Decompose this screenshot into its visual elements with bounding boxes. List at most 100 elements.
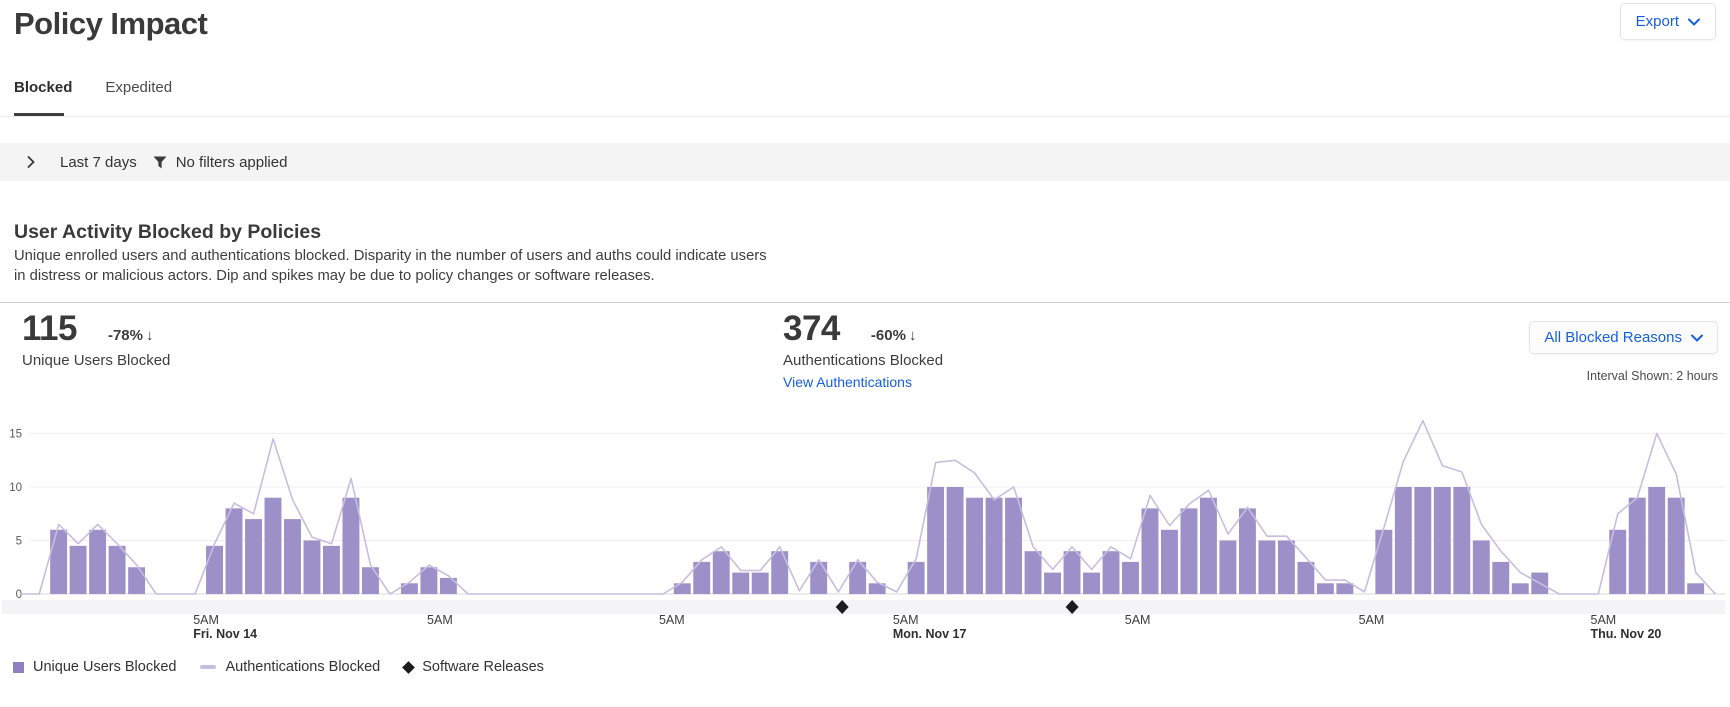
software-release-marker-icon[interactable] [835,600,849,614]
users-blocked-bar[interactable] [361,567,379,594]
users-blocked-bar[interactable] [1394,487,1412,594]
chevron-down-icon [1688,18,1700,26]
section-description: Unique enrolled users and authentication… [14,248,767,284]
users-blocked-bar[interactable] [673,583,691,594]
users-blocked-bar[interactable] [303,540,321,595]
legend-item-unique-users: Unique Users Blocked [13,659,176,675]
bar-swatch-icon [13,661,24,673]
users-blocked-bar[interactable] [323,545,340,594]
users-blocked-bar[interactable] [128,567,146,594]
x-tick-label: 5AM [659,613,685,627]
users-blocked-bar[interactable] [284,519,301,594]
users-blocked-bar[interactable] [50,529,68,594]
metric-delta: -78% ↓ [107,327,154,344]
users-blocked-bar[interactable] [927,487,945,594]
users-blocked-bar[interactable] [400,583,418,594]
users-blocked-bar[interactable] [1414,487,1432,594]
users-blocked-bar[interactable] [1161,529,1178,594]
page-title: Policy Impact [14,6,208,41]
tab-blocked[interactable]: Blocked [14,79,73,96]
users-blocked-bar[interactable] [712,551,730,594]
users-blocked-bar[interactable] [342,497,360,594]
users-blocked-bar[interactable] [1219,540,1237,595]
metric-delta: -60% ↓ [870,327,917,344]
x-tick-label: 5AM [193,613,219,627]
tab-expedited[interactable]: Expedited [105,79,173,96]
export-button[interactable]: Export [1619,3,1716,40]
users-blocked-bar[interactable] [1063,551,1081,594]
x-tick-label: 5AM [1125,613,1151,627]
users-blocked-bar[interactable] [1005,497,1023,594]
interval-shown-label: Interval Shown: 2 hours [1586,369,1718,383]
users-blocked-bar[interactable] [1609,529,1627,594]
users-blocked-bar[interactable] [751,572,769,594]
users-blocked-bar[interactable] [1083,572,1100,594]
blocked-reasons-dropdown[interactable]: All Blocked Reasons [1529,321,1718,354]
users-blocked-bar[interactable] [206,545,223,594]
filter-funnel-icon [153,156,167,169]
users-blocked-bar[interactable] [810,561,828,594]
users-blocked-bar[interactable] [1687,583,1705,594]
users-blocked-bar[interactable] [946,487,964,594]
users-blocked-bar[interactable] [849,561,867,594]
users-blocked-bar[interactable] [907,561,925,594]
users-blocked-bar[interactable] [1238,508,1256,594]
x-tick-date: Fri. Nov 14 [193,627,257,641]
users-blocked-bar[interactable] [420,567,438,594]
users-blocked-bar[interactable] [1200,497,1217,594]
users-blocked-bar[interactable] [1044,572,1061,594]
users-blocked-bar[interactable] [868,583,886,594]
view-authentications-link[interactable]: View Authentications [783,374,912,390]
users-blocked-bar[interactable] [108,545,126,594]
users-blocked-bar[interactable] [1667,497,1685,594]
users-blocked-bar[interactable] [985,497,1003,594]
users-blocked-bar[interactable] [1258,540,1276,595]
users-blocked-bar[interactable] [264,497,282,594]
chevron-down-icon [1691,334,1703,342]
users-blocked-bar[interactable] [89,529,107,594]
x-tick-label: 5AM [1359,613,1385,627]
section-title: User Activity Blocked by Policies [14,221,322,243]
users-blocked-bar[interactable] [1433,487,1451,594]
users-blocked-bar[interactable] [966,497,984,594]
section-divider [0,302,1730,303]
users-blocked-bar[interactable] [1336,583,1354,594]
down-arrow-icon: ↓ [146,327,154,344]
users-blocked-bar[interactable] [1122,561,1139,594]
authentications-line [19,419,1716,595]
users-blocked-bar[interactable] [1141,508,1159,594]
users-blocked-bar[interactable] [1628,497,1646,594]
users-blocked-bar[interactable] [439,577,457,594]
filter-summary-bar[interactable]: Last 7 days No filters applied [0,143,1730,181]
users-blocked-bar[interactable] [1102,551,1120,594]
users-blocked-bar[interactable] [1277,540,1295,595]
users-blocked-bar[interactable] [1648,487,1666,594]
software-release-marker-icon[interactable] [1065,600,1079,614]
users-blocked-bar[interactable] [1297,561,1315,594]
diamond-swatch-icon [402,660,416,674]
users-blocked-bar[interactable] [693,561,711,594]
x-tick-date: Thu. Nov 20 [1591,627,1662,641]
users-blocked-bar[interactable] [1472,540,1490,595]
active-tab-underline [14,113,64,117]
users-blocked-bar[interactable] [1511,583,1529,594]
legend-label: Unique Users Blocked [33,659,177,675]
users-blocked-bar[interactable] [1492,561,1510,594]
users-blocked-bar[interactable] [1375,529,1393,594]
users-blocked-bar[interactable] [225,508,243,594]
users-blocked-bar[interactable] [771,551,789,594]
metric-authentications-blocked: 374 -60% ↓ Authentications Blocked View A… [783,309,943,392]
users-blocked-bar[interactable] [1180,508,1198,594]
chevron-right-icon[interactable] [27,156,35,168]
users-blocked-bar[interactable] [732,572,750,594]
users-blocked-bar[interactable] [245,519,262,594]
legend-item-authentications: Authentications Blocked [200,659,380,675]
users-blocked-bar[interactable] [1024,551,1042,594]
tab-bar: Blocked Expedited [14,79,172,96]
users-blocked-bar[interactable] [1316,583,1334,594]
legend-label: Software Releases [422,659,544,675]
users-blocked-bar[interactable] [1453,487,1471,594]
y-axis-label: 15 [9,429,22,441]
users-blocked-bar[interactable] [69,545,87,594]
